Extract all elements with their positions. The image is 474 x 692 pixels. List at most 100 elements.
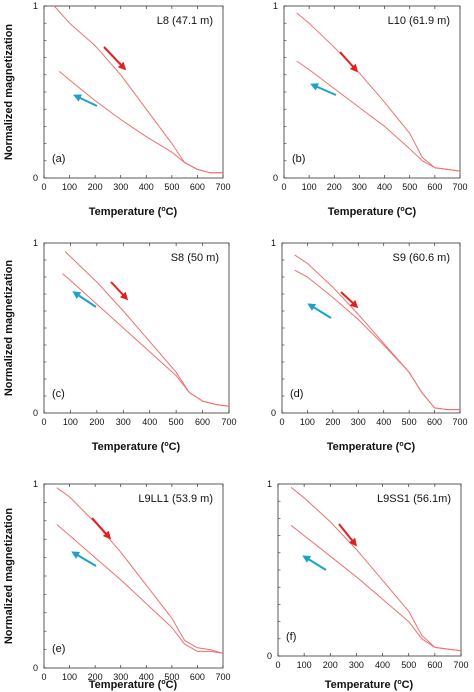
x-tick-label: 300 xyxy=(113,182,128,192)
chart-title: L8 (47.1 m) xyxy=(157,15,213,27)
x-tick-label: 100 xyxy=(63,417,78,427)
x-tick-label: 0 xyxy=(279,417,284,427)
panel-letter: (c) xyxy=(52,388,65,400)
x-tick-label: 300 xyxy=(113,672,128,682)
x-tick-label: 200 xyxy=(323,660,338,670)
plot-frame xyxy=(43,483,224,669)
x-tick-label: 400 xyxy=(142,417,157,427)
heating-curve xyxy=(56,487,224,654)
x-tick-label: 500 xyxy=(164,182,179,192)
chart-panel-f: 0 100 200 300 400 500 600 700 0 1 L9SS1 (56.1m) (f)… xyxy=(267,479,469,691)
x-axis-label: Temperature (oC) xyxy=(89,206,178,218)
chart-title: S9 (60.6 m) xyxy=(393,252,450,264)
cooling-arrow xyxy=(73,94,98,107)
x-tick-label: 200 xyxy=(327,182,342,192)
heating-curve xyxy=(296,12,461,172)
x-tick-label: 400 xyxy=(139,672,154,682)
x-tick-label: 400 xyxy=(377,182,392,192)
cooling-arrow xyxy=(310,83,337,96)
cooling-curve xyxy=(294,269,460,411)
x-tick-label: 200 xyxy=(89,417,104,427)
y-tick-label: 0 xyxy=(271,408,276,418)
x-axis-label: Temperature (oC) xyxy=(92,441,181,453)
heating-arrow xyxy=(103,46,127,71)
x-tick-label: 500 xyxy=(164,672,179,682)
panel-letter: (e) xyxy=(52,643,65,655)
x-tick-label: 100 xyxy=(300,417,315,427)
x-tick-label: 700 xyxy=(452,417,467,427)
chart-panel-d: 0 100 200 300 400 500 600 700 0 1 S9 (60.6 m) (d) Te… xyxy=(271,238,468,453)
x-tick-label: 200 xyxy=(88,182,103,192)
cooling-curve xyxy=(290,524,462,652)
y-tick-label: 1 xyxy=(33,238,38,248)
cooling-curve xyxy=(62,273,230,407)
y-tick-label: 1 xyxy=(33,479,38,489)
x-tick-label: 300 xyxy=(116,417,131,427)
chart-title: L9SS1 (56.1m) xyxy=(377,493,451,505)
x-tick-label: 100 xyxy=(62,672,77,682)
chart-panel-c: 0 100 200 300 400 500 600 700 0 1 S8 (50 m) (c) Temp… xyxy=(3,238,237,453)
x-tick-label: 0 xyxy=(281,182,286,192)
heating-curve xyxy=(64,251,230,407)
y-tick-label: 0 xyxy=(267,651,272,661)
y-axis-label: Normalized magnetization xyxy=(3,24,15,161)
cooling-curve xyxy=(56,524,224,654)
x-axis-label: Temperature (oC) xyxy=(89,679,178,691)
chart-panel-e: 0 100 200 300 400 500 600 700 0 1 L9LL1 (53.9 m) (e… xyxy=(3,479,231,691)
x-axis-label: Temperature (oC) xyxy=(327,441,416,453)
panel-letter: (d) xyxy=(290,388,303,400)
chart-panel-a: 0 100 200 300 400 500 600 700 0 1 L8 (47.1 m) (a) Te… xyxy=(3,1,231,218)
y-axis-label: Normalized magnetization xyxy=(3,260,15,397)
cooling-arrow xyxy=(307,303,332,319)
x-tick-label: 300 xyxy=(352,182,367,192)
heating-curve xyxy=(294,254,460,411)
x-tick-label: 400 xyxy=(376,417,391,427)
x-tick-label: 0 xyxy=(41,182,46,192)
x-tick-label: 100 xyxy=(62,182,77,192)
x-axis-label: Temperature (oC) xyxy=(328,206,417,218)
x-tick-label: 400 xyxy=(375,660,390,670)
x-tick-label: 700 xyxy=(452,182,467,192)
x-tick-label: 500 xyxy=(402,417,417,427)
x-tick-label: 500 xyxy=(401,660,416,670)
plot-frame xyxy=(281,242,461,414)
x-tick-label: 0 xyxy=(41,417,46,427)
cooling-arrow xyxy=(72,291,97,308)
x-tick-label: 600 xyxy=(195,417,210,427)
heating-curve xyxy=(290,487,462,652)
x-tick-label: 400 xyxy=(139,182,154,192)
x-tick-label: 600 xyxy=(427,417,442,427)
x-tick-label: 700 xyxy=(453,660,468,670)
x-tick-label: 700 xyxy=(215,182,230,192)
y-tick-label: 1 xyxy=(267,479,272,489)
x-tick-label: 200 xyxy=(88,672,103,682)
heating-arrow xyxy=(340,291,359,309)
panel-letter: (b) xyxy=(292,153,305,165)
x-tick-label: 200 xyxy=(325,417,340,427)
heating-arrow xyxy=(339,51,359,73)
heating-curve xyxy=(53,5,223,174)
x-tick-label: 700 xyxy=(215,672,230,682)
y-tick-label: 1 xyxy=(271,238,276,248)
heating-arrow xyxy=(110,281,129,301)
x-tick-label: 100 xyxy=(297,660,312,670)
x-tick-label: 500 xyxy=(169,417,184,427)
chart-title: L9LL1 (53.9 m) xyxy=(138,493,213,505)
panel-letter: (a) xyxy=(52,153,65,165)
cooling-arrow xyxy=(302,555,327,571)
x-tick-label: 100 xyxy=(302,182,317,192)
plot-frame xyxy=(277,483,462,657)
heating-arrow xyxy=(91,517,112,540)
x-tick-label: 600 xyxy=(427,182,442,192)
cooling-curve xyxy=(296,60,461,172)
heating-arrow xyxy=(338,523,357,547)
x-tick-label: 0 xyxy=(41,672,46,682)
chart-title: S8 (50 m) xyxy=(171,252,219,264)
x-tick-label: 0 xyxy=(275,660,280,670)
chart-title: L10 (61.9 m) xyxy=(388,15,450,27)
y-tick-label: 0 xyxy=(33,173,38,183)
plot-frame xyxy=(283,5,461,179)
chart-panel-b: 0 100 200 300 400 500 600 700 0 1 L10 (61.9 m) (b) T… xyxy=(273,1,468,218)
y-tick-label: 1 xyxy=(33,1,38,11)
